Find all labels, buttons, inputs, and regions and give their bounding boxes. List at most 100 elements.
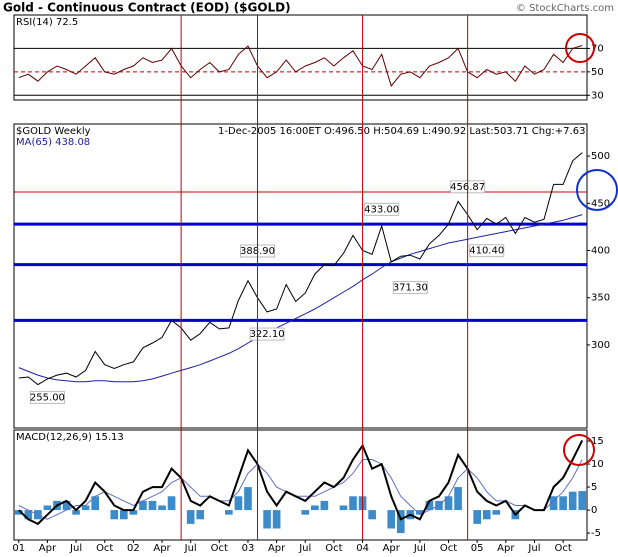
y-tick-label: 15 (591, 436, 604, 447)
histogram-bar (568, 491, 577, 511)
x-tick-label: Apr (383, 543, 401, 554)
panel-label: MACD(12,26,9) 15.13 (16, 432, 124, 443)
histogram-bar (301, 510, 310, 515)
histogram-bar (272, 510, 281, 529)
annotation: 433.00 (364, 204, 399, 215)
annotation: 410.40 (469, 246, 504, 257)
panel-frame (13, 14, 588, 101)
histogram-bar (43, 505, 52, 511)
histogram-bar (81, 505, 90, 511)
y-tick-label: 350 (591, 293, 610, 304)
histogram-bar (167, 496, 176, 511)
histogram-bar (454, 487, 462, 511)
histogram-bar (311, 505, 319, 511)
panel-frame (13, 123, 588, 429)
histogram-bar (148, 500, 157, 511)
x-tick-label: Jul (69, 543, 82, 554)
histogram-bar (62, 500, 71, 511)
histogram-bar (425, 500, 434, 511)
x-tick-label: 03 (242, 543, 255, 554)
histogram-bar (339, 505, 348, 511)
series-line (18, 152, 583, 386)
histogram-bar (492, 510, 501, 515)
histogram-bar (91, 496, 99, 511)
histogram-bar (234, 496, 243, 511)
y-tick-label: 300 (591, 340, 610, 351)
histogram-bar (196, 510, 205, 520)
highlight-circle (565, 33, 595, 63)
panel-frame (13, 429, 588, 541)
copyright: © StockCharts.com (516, 3, 614, 14)
histogram-bar (158, 505, 166, 511)
x-tick-label: Jul (298, 543, 311, 554)
y-tick-label: 30 (591, 90, 604, 101)
x-tick-label: Apr (497, 543, 515, 554)
x-tick-label: Jul (527, 543, 540, 554)
x-tick-label: Apr (153, 543, 171, 554)
x-tick-label: Jul (184, 543, 197, 554)
histogram-bar (396, 510, 405, 534)
histogram-bar (110, 510, 119, 520)
annotation-box (469, 244, 505, 258)
histogram-bar (72, 510, 80, 515)
x-tick-label: Oct (440, 543, 457, 554)
x-tick-label: Jul (413, 543, 426, 554)
annotation-circles (563, 33, 618, 466)
x-tick-label: Oct (96, 543, 113, 554)
histogram-bar (186, 510, 195, 524)
histogram-bar (482, 510, 491, 520)
series-line (18, 439, 584, 526)
y-tick-label: 400 (591, 246, 610, 257)
histogram-bar (320, 500, 329, 511)
legend-entry: MA(65) 438.08 (16, 137, 90, 148)
chart-title: Gold - Continuous Contract (EOD) ($GOLD) (3, 1, 291, 15)
y-tick-label: 450 (591, 198, 610, 209)
series-line (18, 45, 583, 87)
annotation: 255.00 (30, 392, 65, 403)
annotation-box (364, 202, 400, 216)
y-tick-label: 5 (591, 482, 597, 493)
y-tick-label: 500 (591, 151, 610, 162)
histogram-bar (14, 510, 23, 515)
histogram-bar (578, 491, 587, 511)
histogram-bar (444, 496, 453, 511)
y-tick-label: 10 (591, 459, 604, 470)
histogram-bar (549, 496, 558, 511)
histogram-bar (244, 487, 252, 511)
x-tick-label: Oct (325, 543, 342, 554)
annotation: 371.30 (393, 283, 428, 294)
histogram-bar (416, 510, 424, 515)
panel-label: RSI(14) 72.5 (16, 17, 78, 28)
highlight-circle (576, 169, 618, 211)
histogram-bar (387, 510, 396, 529)
histogram-bar (120, 510, 128, 520)
x-tick-label: Apr (39, 543, 57, 554)
histogram-bar (24, 510, 33, 520)
histogram-bar (559, 496, 567, 511)
x-tick-label: Oct (211, 543, 228, 554)
histogram-bar (473, 510, 481, 524)
x-tick-label: 04 (356, 543, 369, 554)
x-tick-label: 05 (471, 543, 484, 554)
x-tick-label: 02 (127, 543, 140, 554)
y-tick-label: -5 (591, 528, 601, 539)
x-tick-label: Apr (268, 543, 286, 554)
annotation-box (392, 281, 428, 295)
highlight-circle (563, 434, 595, 466)
histogram-bar (349, 496, 357, 511)
histogram-bar (129, 510, 138, 515)
y-tick-label: 0 (591, 505, 597, 516)
x-tick-label: 01 (12, 543, 25, 554)
panel-label: $GOLD Weekly (16, 126, 91, 137)
histogram-bar (368, 510, 376, 520)
y-tick-label: 70 (591, 43, 604, 54)
histogram-bar (139, 500, 147, 511)
histogram-bar (263, 510, 271, 529)
annotation-box (29, 390, 65, 404)
header-info: 1-Dec-2005 16:00ET O:496.50 H:504.69 L:4… (218, 126, 585, 137)
annotation: 322.10 (250, 329, 285, 340)
x-tick-label: Oct (554, 543, 571, 554)
annotation-box (249, 327, 285, 341)
series-line (18, 214, 583, 383)
